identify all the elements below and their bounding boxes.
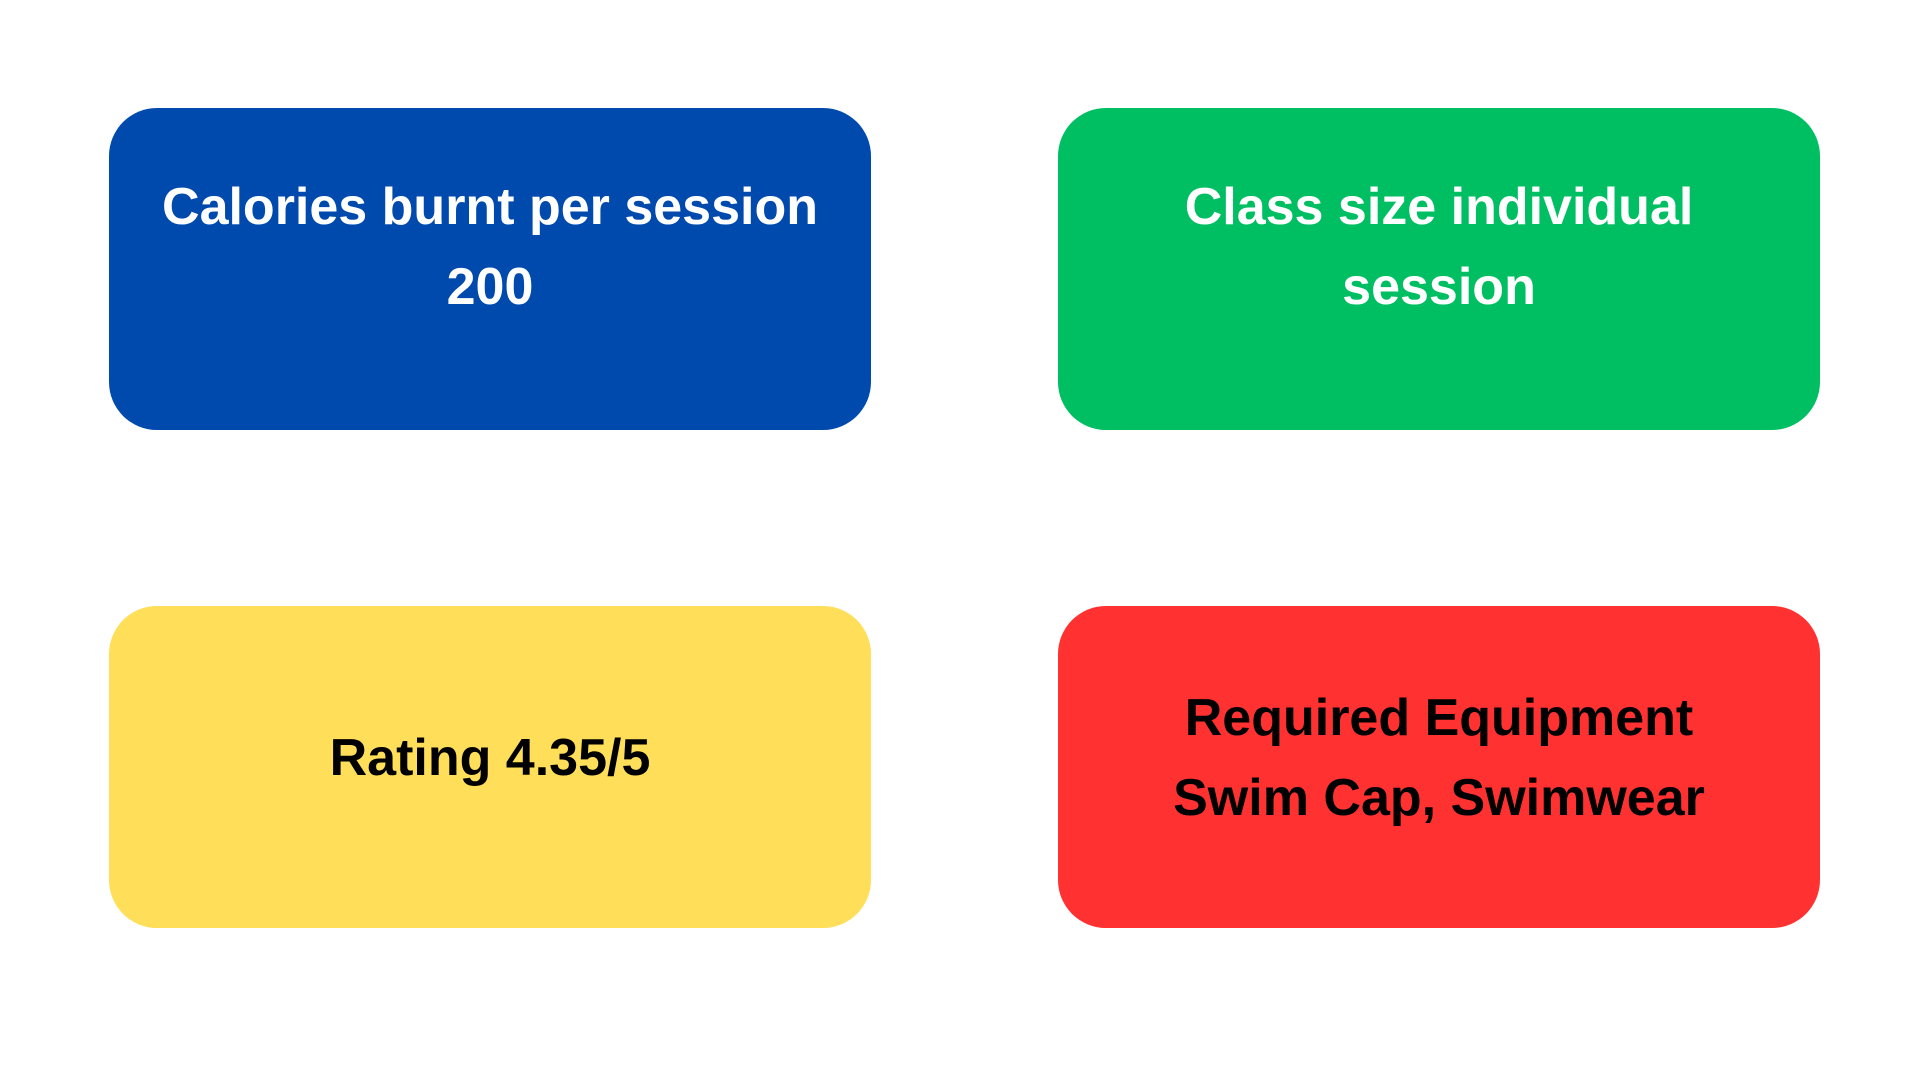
equipment-value: Swim Cap, Swimwear bbox=[1173, 769, 1705, 827]
class-size-label: Class size individual bbox=[1184, 178, 1694, 236]
calories-card-text: Calories burnt per session 200 bbox=[162, 167, 818, 327]
rating-label: Rating 4.35/5 bbox=[329, 729, 651, 787]
calories-card: Calories burnt per session 200 bbox=[109, 108, 871, 430]
equipment-card: Required Equipment Swim Cap, Swimwear bbox=[1058, 606, 1820, 928]
rating-card: Rating 4.35/5 bbox=[109, 606, 871, 928]
class-size-card-text: Class size individual session bbox=[1185, 167, 1694, 327]
rating-card-text: Rating 4.35/5 bbox=[330, 718, 651, 798]
equipment-card-text: Required Equipment Swim Cap, Swimwear bbox=[1173, 678, 1705, 838]
equipment-label: Required Equipment bbox=[1184, 689, 1694, 747]
calories-value: 200 bbox=[446, 258, 534, 316]
calories-label: Calories burnt per session bbox=[162, 178, 818, 236]
class-size-value: session bbox=[1342, 258, 1536, 316]
class-size-card: Class size individual session bbox=[1058, 108, 1820, 430]
